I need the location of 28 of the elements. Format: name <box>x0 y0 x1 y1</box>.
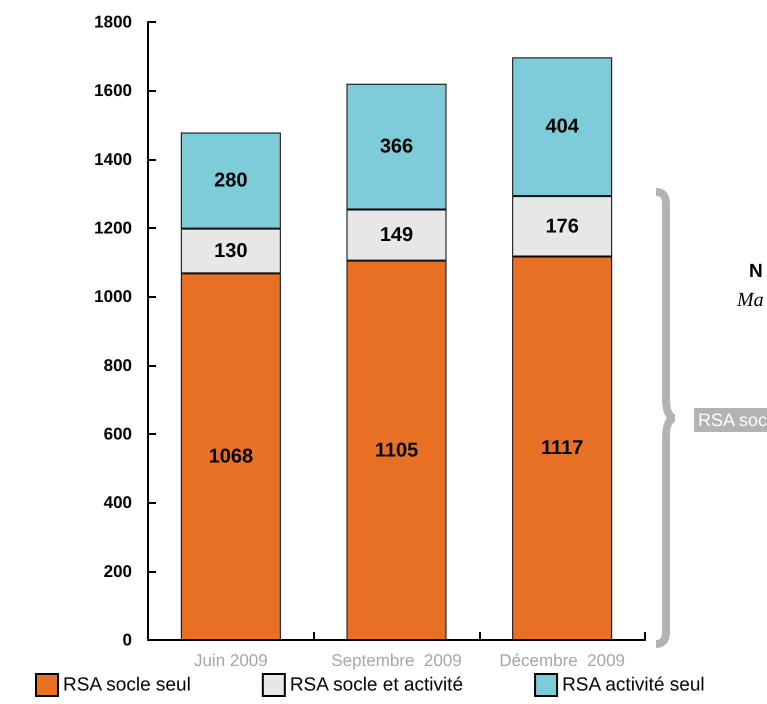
text: N <box>749 261 763 282</box>
data-label: 366 <box>380 136 414 158</box>
y-tick-label: 1400 <box>94 150 132 169</box>
text: RSA soc <box>698 410 767 430</box>
x-tick-label: Juin 2009 <box>194 651 268 670</box>
y-tick-label: 200 <box>104 562 132 581</box>
y-tick-label: 600 <box>104 424 132 444</box>
y-tick-label: 800 <box>104 356 132 375</box>
data-label: 280 <box>214 170 248 192</box>
data-label: 176 <box>545 215 579 238</box>
data-label: 149 <box>380 224 414 246</box>
x-tick-label: Septembre 2009 <box>331 651 462 670</box>
legend-label: RSA socle seul <box>63 674 191 696</box>
data-label: 1068 <box>208 446 254 468</box>
y-tick-label: 400 <box>104 493 132 512</box>
y-tick-label: 1600 <box>94 81 132 100</box>
legend-label: RSA activité seul <box>562 674 705 696</box>
y-tick-label: 0 <box>122 630 132 650</box>
text: Ma <box>736 289 764 311</box>
x-tick-label: Décembre 2009 <box>499 651 626 670</box>
y-tick-label: 1200 <box>94 218 132 238</box>
y-tick-label: 1800 <box>94 12 132 32</box>
data-label: 1105 <box>374 439 418 462</box>
data-label: 404 <box>545 116 580 138</box>
legend-label: RSA socle et activité <box>290 674 464 696</box>
data-label: 130 <box>214 240 248 262</box>
data-label: 1117 <box>541 437 584 460</box>
y-tick-label: 1000 <box>94 287 132 306</box>
